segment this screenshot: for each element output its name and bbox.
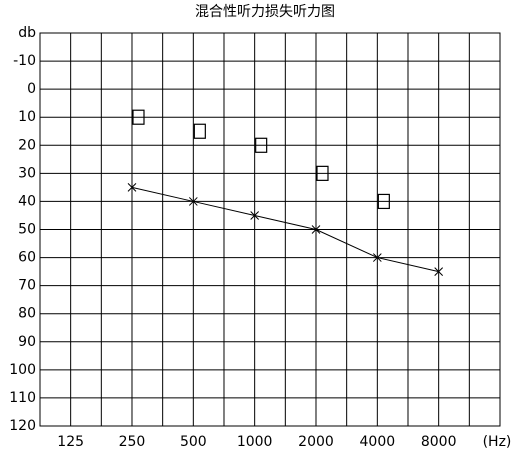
square-marker	[255, 137, 268, 153]
y-tick-label: 120	[9, 418, 36, 434]
x-marker	[250, 211, 260, 220]
y-tick-label: -10	[13, 53, 36, 69]
x-marker	[434, 267, 444, 276]
x-marker	[127, 183, 137, 192]
data-line	[131, 186, 439, 273]
y-tick-label: 70	[18, 278, 36, 294]
y-tick-label: 0	[27, 81, 36, 97]
y-tick-label: 80	[18, 306, 36, 322]
x-tick-label: 2000	[298, 434, 334, 450]
x-marker	[372, 253, 382, 262]
y-tick-label: 50	[18, 222, 36, 238]
x-tick-label: 250	[119, 434, 146, 450]
x-tick-label: 8000	[421, 434, 457, 450]
x-tick-label: 500	[180, 434, 207, 450]
y-tick-label: 20	[18, 137, 36, 153]
x-tick-label: 4000	[360, 434, 396, 450]
x-tick-label: 125	[57, 434, 84, 450]
chart-title: 混合性听力损失听力图	[195, 4, 335, 20]
square-marker	[377, 193, 390, 210]
x-marker	[188, 197, 198, 206]
x-axis-label: (Hz)	[483, 434, 512, 450]
y-tick-label: db	[18, 25, 36, 41]
x-tick-label: 1000	[237, 434, 273, 450]
y-tick-label: 30	[18, 165, 36, 181]
y-tick-label: 90	[18, 334, 36, 350]
y-tick-label: 40	[18, 193, 36, 209]
x-marker	[311, 225, 321, 234]
y-tick-label: 60	[18, 250, 36, 266]
square-marker	[193, 123, 206, 139]
square-marker	[316, 165, 329, 181]
y-tick-label: 110	[9, 390, 36, 406]
y-tick-label: 100	[9, 362, 36, 378]
y-tick-label: 10	[18, 109, 36, 125]
square-marker	[132, 109, 145, 125]
